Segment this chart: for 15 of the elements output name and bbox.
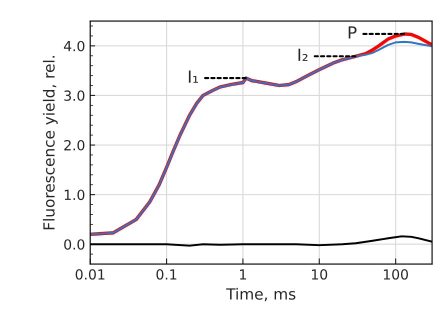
x-tick-label: 0.1 bbox=[156, 269, 176, 280]
annotation: I₂ bbox=[298, 48, 308, 61]
y-tick-label: 1.0 bbox=[64, 190, 84, 200]
annotation: I₁ bbox=[188, 70, 198, 83]
y-tick-label: 3.0 bbox=[64, 90, 84, 101]
y-axis-title: Fluorescence yield, rel. bbox=[42, 56, 58, 230]
x-tick-label: 10 bbox=[312, 269, 328, 280]
y-tick-label: 4.0 bbox=[64, 40, 84, 52]
annotation: P bbox=[348, 26, 357, 39]
x-tick-label: 100 bbox=[384, 269, 408, 280]
y-tick-label: 0.0 bbox=[64, 239, 84, 250]
x-tick-label: 0.01 bbox=[76, 269, 104, 280]
y-tick-label: 2.0 bbox=[64, 140, 84, 151]
x-axis-title: Time, ms bbox=[226, 288, 296, 302]
x-tick-label: 1 bbox=[240, 269, 246, 280]
